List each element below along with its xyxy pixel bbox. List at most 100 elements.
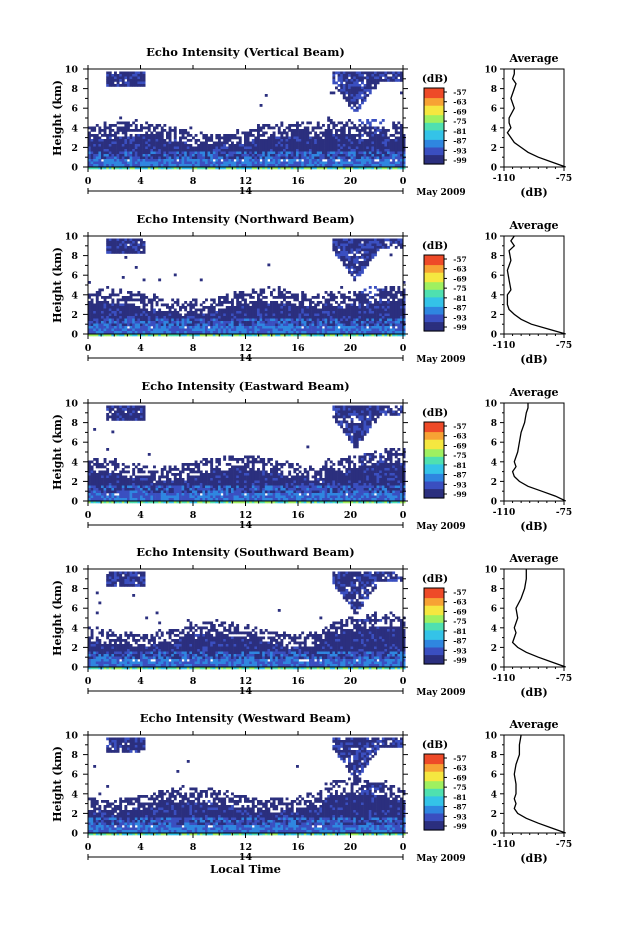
profile-y-tick-label: 6 (491, 771, 497, 781)
chart-panel: Echo Intensity (Southward Beam) Height (k… (51, 545, 572, 699)
colorbar-band (424, 294, 444, 298)
colorbar-band (424, 805, 444, 808)
colorbar-band (424, 281, 444, 285)
colorbar-band (424, 759, 444, 763)
colorbar-band (424, 763, 444, 766)
y-tick-label: 4 (71, 623, 78, 634)
colorbar-tick-label: -81 (453, 127, 467, 136)
colorbar-band (424, 317, 444, 321)
colorbar-tick-label: -93 (453, 146, 467, 155)
colorbar-band (424, 782, 444, 785)
colorbar-frame (423, 753, 445, 831)
y-tick-label: 10 (65, 399, 79, 410)
y-tick-label: 8 (71, 251, 78, 262)
profile-y-tick-label: 4 (491, 458, 497, 468)
y-tick-label: 8 (71, 584, 78, 595)
colorbar-tick-label: -63 (453, 598, 467, 607)
day-label: 14 (239, 520, 253, 531)
profile-xlabel: (dB) (520, 520, 547, 533)
y-tick-label: 4 (71, 457, 78, 468)
colorbar-band (424, 765, 444, 768)
x-tick-label: 4 (137, 842, 144, 853)
profile-y-tick-label: 4 (491, 624, 497, 634)
x-tick-label: 0 (400, 343, 407, 354)
x-tick-label: 8 (190, 842, 197, 853)
colorbar-band (424, 614, 444, 618)
colorbar-frame (423, 87, 445, 165)
y-tick-label: 6 (71, 438, 78, 449)
y-tick-label: 10 (65, 232, 79, 243)
profile-y-tick-label: 2 (491, 810, 497, 820)
x-tick-label: 8 (190, 343, 197, 354)
profile-x-tick-label: -110 (493, 674, 516, 684)
colorbar-band (424, 105, 444, 108)
profile-y-tick-label: 10 (484, 566, 497, 576)
colorbar-tick-label: -63 (453, 432, 467, 441)
colorbar-band (424, 321, 444, 324)
x-tick-label: 0 (400, 176, 407, 187)
colorbar-frame (423, 421, 445, 499)
colorbar-band (424, 287, 444, 290)
colorbar-band (424, 461, 444, 465)
profile-y-tick-label: 6 (491, 105, 497, 115)
y-axis-label: Height (km) (51, 580, 64, 656)
x-tick-label: 20 (344, 842, 358, 853)
y-tick-label: 6 (71, 104, 78, 115)
heatmap-field (88, 571, 406, 670)
colorbar-band (424, 773, 444, 776)
y-tick-label: 2 (71, 643, 78, 654)
profile-y-tick-label: 10 (484, 732, 497, 742)
y-axis-label: Height (km) (51, 80, 64, 156)
profile-line (506, 69, 566, 168)
colorbar-tick-label: -93 (453, 812, 467, 821)
colorbar-band (424, 133, 444, 137)
colorbar-label: (dB) (422, 240, 448, 252)
colorbar-band (424, 91, 444, 95)
colorbar-band (424, 289, 444, 292)
colorbar-band (424, 490, 444, 493)
colorbar-band (424, 828, 444, 831)
colorbar-band (424, 152, 444, 156)
colorbar-band (424, 422, 444, 425)
colorbar-band (424, 329, 444, 332)
colorbar-band (424, 788, 444, 791)
colorbar-band (424, 610, 444, 614)
colorbar-tick-label: -81 (453, 793, 467, 802)
colorbar-band (424, 431, 444, 434)
profile-frame (503, 235, 565, 335)
colorbar-band (424, 127, 444, 131)
colorbar-band (424, 107, 444, 110)
chart-title: Echo Intensity (Westward Beam) (140, 711, 351, 725)
x-tick-label: 4 (137, 510, 144, 521)
colorbar-band (424, 158, 444, 161)
colorbar-band (424, 627, 444, 631)
colorbar-band (424, 616, 444, 619)
profile-line (511, 569, 566, 668)
colorbar-band (424, 291, 444, 294)
colorbar-band (424, 477, 444, 480)
colorbar-tick-label: -99 (453, 490, 467, 499)
colorbar-tick-label: -87 (453, 137, 467, 146)
profile-y-tick-label: 6 (491, 272, 497, 282)
colorbar-band (424, 637, 444, 640)
colorbar-band (424, 824, 444, 827)
colorbar-band (424, 141, 444, 144)
colorbar-band (424, 797, 444, 801)
colorbar-band (424, 146, 444, 150)
colorbar-band (424, 479, 444, 482)
colorbar-band (424, 471, 444, 474)
colorbar-band (424, 425, 444, 429)
x-tick-label: 0 (85, 176, 92, 187)
colorbar-band (424, 486, 444, 490)
y-axis-label: Height (km) (51, 247, 64, 323)
colorbar-band (424, 465, 444, 469)
colorbar-band (424, 488, 444, 491)
colorbar-band (424, 323, 444, 326)
colorbar-tick-label: -69 (453, 107, 467, 116)
colorbar-band (424, 116, 444, 119)
y-tick-label: 10 (65, 565, 79, 576)
colorbar-band (424, 124, 444, 127)
colorbar-band (424, 771, 444, 774)
colorbar-band (424, 456, 444, 459)
